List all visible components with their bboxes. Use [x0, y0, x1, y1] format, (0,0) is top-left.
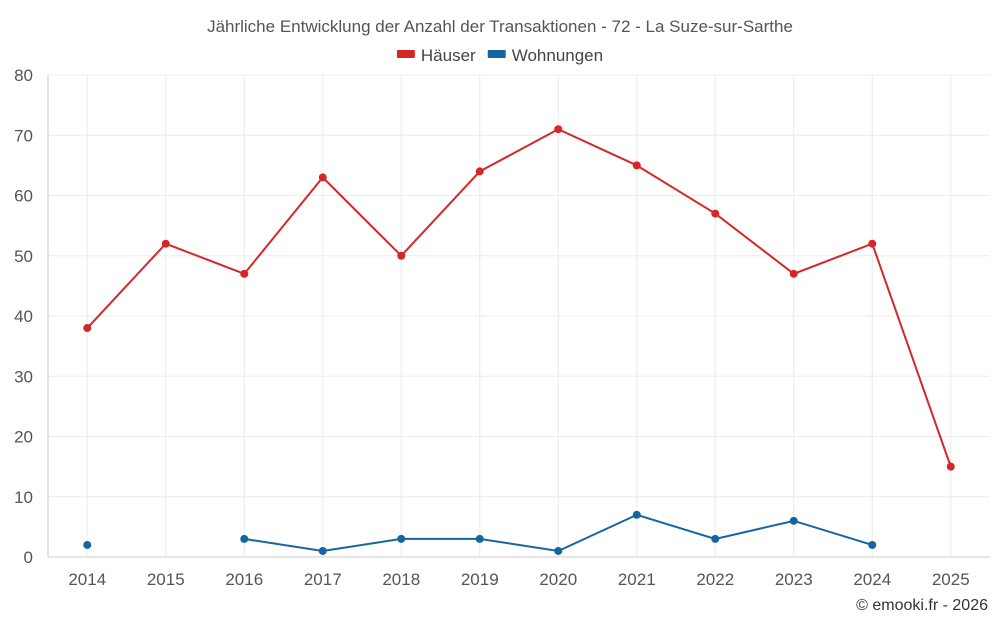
series-wohnungen: [83, 510, 877, 555]
data-point[interactable]: [789, 269, 798, 278]
x-tick-label: 2016: [225, 570, 263, 589]
x-tick-label: 2018: [382, 570, 420, 589]
data-point[interactable]: [318, 173, 327, 182]
data-point[interactable]: [318, 546, 327, 555]
y-tick-label: 50: [14, 247, 33, 266]
x-tick-label: 2019: [461, 570, 499, 589]
data-point[interactable]: [632, 161, 641, 170]
data-point[interactable]: [711, 534, 720, 543]
y-tick-label: 0: [24, 548, 33, 567]
legend-swatch: [396, 50, 415, 58]
x-tick-label: 2025: [932, 570, 970, 589]
series-line: [86, 128, 952, 467]
y-tick-label: 80: [14, 66, 33, 85]
axes: 0 10 20 30 40 50 60 70 80 2014 2015 2016 2017 2018 201…: [14, 66, 990, 589]
legend-swatch: [487, 50, 506, 58]
data-point[interactable]: [475, 534, 484, 543]
credit-label: © emooki.fr - 2026: [856, 597, 988, 614]
series-haeuser: [83, 125, 955, 471]
data-point[interactable]: [554, 125, 563, 134]
data-point[interactable]: [711, 209, 720, 218]
legend: Häuser Wohnungen: [396, 46, 603, 65]
y-tick-label: 30: [14, 367, 33, 386]
data-point[interactable]: [240, 534, 249, 543]
data-point[interactable]: [397, 534, 406, 543]
legend-label: Wohnungen: [512, 46, 603, 65]
data-point[interactable]: [946, 462, 955, 471]
x-tick-label: 2024: [853, 570, 891, 589]
y-tick-label: 40: [14, 307, 33, 326]
data-point[interactable]: [83, 540, 92, 549]
legend-label: Häuser: [421, 46, 476, 65]
x-tick-label: 2022: [696, 570, 734, 589]
chart-title: Jährliche Entwicklung der Anzahl der Tra…: [207, 17, 793, 36]
data-point[interactable]: [632, 510, 641, 519]
data-point[interactable]: [475, 167, 484, 176]
x-tick-label: 2015: [147, 570, 185, 589]
series-layer: [83, 125, 955, 555]
y-tick-label: 10: [14, 488, 33, 507]
y-tick-label: 70: [14, 126, 33, 145]
x-tick-label: 2017: [304, 570, 342, 589]
grid-lines: [48, 74, 990, 557]
x-tick-label: 2020: [539, 570, 577, 589]
legend-item[interactable]: Häuser: [396, 46, 476, 65]
data-point[interactable]: [397, 251, 406, 260]
data-point[interactable]: [868, 239, 877, 248]
data-point[interactable]: [240, 269, 249, 278]
data-point[interactable]: [554, 546, 563, 555]
data-point[interactable]: [789, 516, 798, 525]
x-tick-label: 2021: [618, 570, 656, 589]
data-point[interactable]: [161, 239, 170, 248]
x-tick-label: 2023: [775, 570, 813, 589]
legend-item[interactable]: Wohnungen: [487, 46, 603, 65]
x-tick-label: 2014: [68, 570, 106, 589]
data-point[interactable]: [868, 540, 877, 549]
y-tick-label: 60: [14, 187, 33, 206]
data-point[interactable]: [83, 324, 92, 333]
y-tick-label: 20: [14, 428, 33, 447]
